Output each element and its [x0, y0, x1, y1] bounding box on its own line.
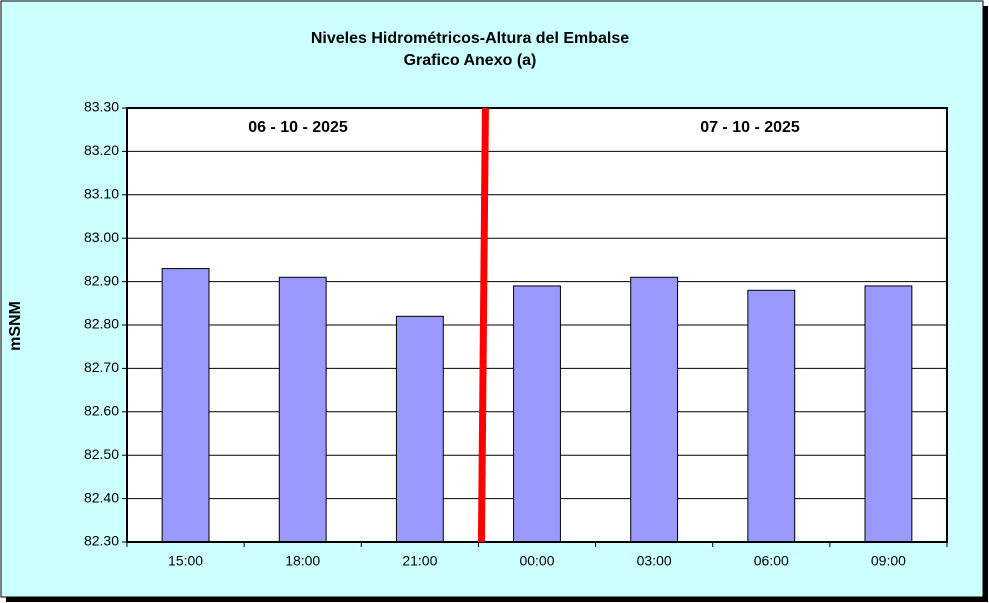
bar	[864, 285, 913, 543]
plot-border	[126, 107, 948, 543]
y-tick-label: 82.70	[84, 359, 119, 375]
x-tick-label: 18:00	[285, 553, 320, 569]
y-tick-label: 83.20	[84, 142, 119, 158]
x-tick-label: 15:00	[168, 553, 203, 569]
y-tick-label: 82.50	[84, 446, 119, 462]
x-tick-label: 21:00	[402, 553, 437, 569]
x-tick-label: 03:00	[637, 553, 672, 569]
chart-subtitle: Grafico Anexo (a)	[404, 52, 537, 69]
y-tick-label: 83.10	[84, 186, 119, 202]
y-tick-label: 82.40	[84, 489, 119, 505]
y-tick-label: 82.90	[84, 272, 119, 288]
y-tick-label: 83.00	[84, 229, 119, 245]
y-axis-label: mSNM	[7, 301, 24, 351]
bar	[747, 289, 796, 543]
bar	[513, 285, 561, 543]
x-tick-label: 06:00	[754, 553, 789, 569]
annotation: 07 - 10 - 2025	[700, 119, 800, 136]
x-tick-label: 09:00	[871, 553, 906, 569]
x-tick-label: 00:00	[519, 553, 554, 569]
bar	[395, 315, 444, 543]
bar	[161, 268, 210, 543]
bar	[278, 276, 327, 543]
y-tick-label: 82.30	[84, 533, 119, 549]
y-tick-label: 83.30	[84, 99, 119, 115]
chart-title: Niveles Hidrométricos-Altura del Embalse	[311, 30, 629, 47]
y-tick-label: 82.60	[84, 403, 119, 419]
annotation: 06 - 10 - 2025	[248, 119, 348, 136]
bar	[630, 276, 679, 543]
date-divider	[477, 107, 489, 543]
y-tick-label: 82.80	[84, 316, 119, 332]
